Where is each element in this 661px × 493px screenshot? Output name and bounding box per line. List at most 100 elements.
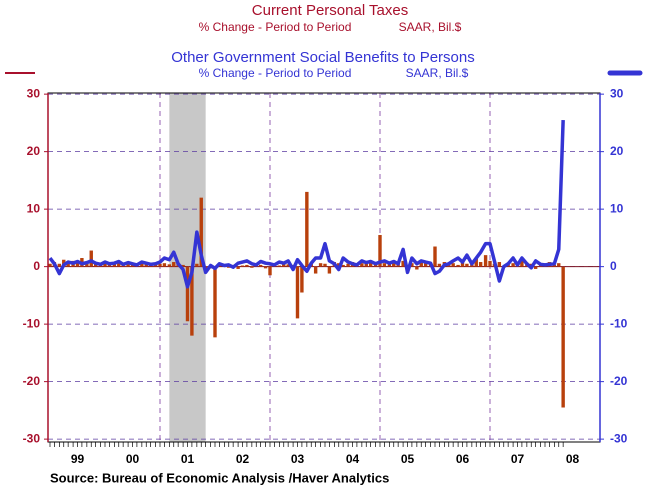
bar [117, 261, 121, 267]
bar [378, 235, 382, 267]
bar [199, 197, 203, 267]
bar [387, 264, 392, 267]
x-tick-label: 99 [71, 452, 85, 466]
x-tick-label: 01 [181, 452, 195, 466]
bar [323, 263, 327, 267]
bar [511, 263, 515, 267]
bar [245, 264, 249, 267]
series-units: % Change - Period to Period [199, 20, 352, 34]
bar [268, 266, 272, 276]
bar [240, 265, 245, 267]
y-tick-label: -30 [23, 431, 41, 445]
bar [456, 264, 460, 267]
x-tick-label: 06 [456, 452, 470, 466]
bar [57, 263, 62, 267]
bar [483, 255, 488, 267]
bar [451, 263, 455, 267]
bar [368, 262, 373, 267]
bar [66, 262, 70, 267]
y-tick-label: -20 [23, 374, 41, 388]
line [48, 119, 565, 289]
bar [360, 263, 364, 267]
series-units: SAAR, Bil.$ [406, 66, 469, 80]
bar [364, 263, 368, 267]
x-tick-label: 05 [401, 452, 415, 466]
y2-tick-label: 0 [610, 259, 617, 273]
bar [318, 263, 323, 267]
y-tick-label: 20 [27, 144, 41, 158]
bar [300, 266, 304, 293]
bar [423, 262, 428, 267]
x-tick-label: 04 [346, 452, 360, 466]
bar [263, 266, 268, 269]
bar [415, 266, 419, 270]
bar [465, 263, 469, 267]
bar [172, 262, 176, 267]
bar [282, 263, 286, 267]
y2-tick-label: 30 [610, 86, 624, 100]
bar [346, 263, 350, 267]
series-title: Other Government Social Benefits to Pers… [171, 49, 474, 66]
bar [401, 260, 405, 267]
bar [533, 266, 538, 269]
bar [433, 246, 437, 267]
y2-tick-label: -10 [610, 316, 628, 330]
y-tick-label: 30 [27, 86, 41, 100]
bar [250, 266, 254, 268]
y-tick-label: 10 [27, 201, 41, 215]
bar [474, 258, 478, 267]
y2-tick-label: 10 [610, 201, 624, 215]
bar [190, 266, 194, 336]
bar [410, 263, 414, 267]
series-title: Current Personal Taxes [252, 2, 408, 19]
bar [295, 266, 300, 319]
bar [313, 266, 318, 274]
bar [144, 263, 148, 267]
x-tick-label: 00 [126, 452, 140, 466]
series-units: SAAR, Bil.$ [399, 20, 462, 34]
x-tick-label: 03 [291, 452, 305, 466]
bar [103, 263, 107, 267]
bar [497, 262, 502, 267]
bar [258, 264, 263, 267]
bar [327, 266, 332, 274]
bar [112, 264, 117, 267]
bar [140, 262, 144, 267]
bar [419, 262, 423, 267]
bar [478, 262, 483, 267]
bar [520, 260, 524, 267]
plot-frame [47, 92, 601, 443]
bar [93, 263, 98, 267]
bar [126, 262, 130, 267]
bar [552, 264, 557, 267]
bar [305, 191, 309, 267]
y-tick-label: -10 [23, 316, 41, 330]
bar [392, 262, 396, 267]
bar [277, 265, 282, 267]
y2-tick-label: 20 [610, 144, 624, 158]
bar [181, 264, 185, 267]
y2-tick-label: -30 [610, 431, 628, 445]
bar [557, 263, 561, 267]
bar [48, 263, 52, 267]
bar [488, 260, 492, 267]
x-tick-label: 07 [511, 452, 525, 466]
bar [227, 266, 231, 268]
bar [382, 263, 387, 267]
bar [460, 261, 465, 267]
bar [213, 266, 217, 338]
bar [286, 264, 290, 267]
bar [195, 263, 199, 267]
bar [185, 266, 190, 322]
bar [561, 266, 565, 408]
series-units: % Change - Period to Period [199, 66, 352, 80]
x-tick-label: 02 [236, 452, 250, 466]
bar [75, 263, 80, 267]
bar [158, 263, 162, 267]
bar [89, 250, 93, 267]
y-tick-label: 0 [33, 259, 40, 273]
x-tick-label: 08 [566, 452, 580, 466]
y2-tick-label: -20 [610, 374, 628, 388]
